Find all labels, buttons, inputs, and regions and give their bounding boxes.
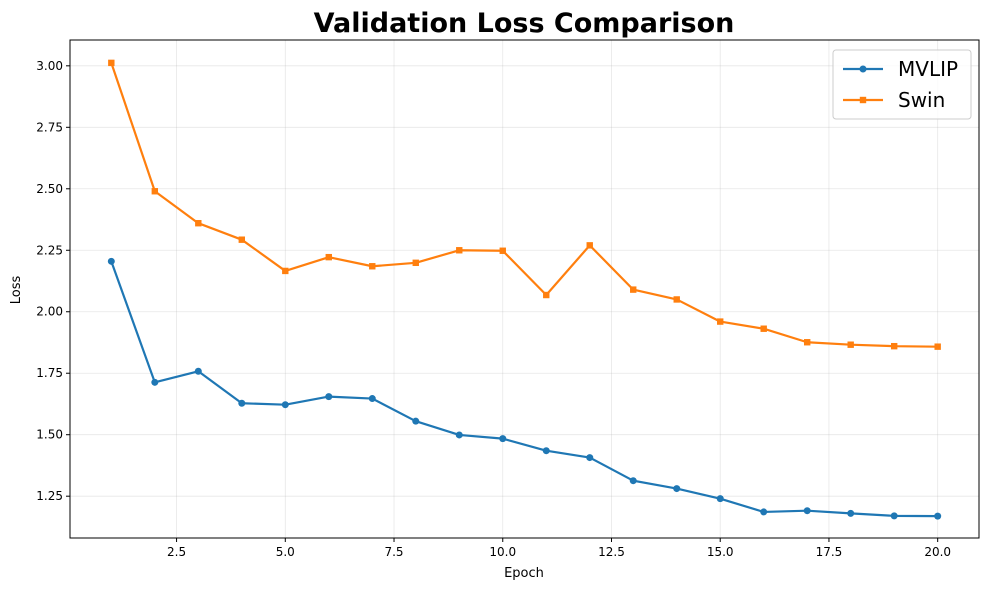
- data-point: [890, 512, 898, 520]
- data-point: [282, 267, 289, 275]
- x-tick-label: 20.0: [924, 545, 951, 559]
- data-point: [412, 259, 419, 267]
- grid: [70, 40, 979, 538]
- legend-entry-swin: Swin: [843, 88, 945, 112]
- data-point: [456, 247, 463, 254]
- data-point: [369, 263, 376, 270]
- data-point: [804, 339, 811, 346]
- plot-area-frame: [69, 39, 980, 539]
- axis-ticks: 2.5 5.0 7.5 10.0 12.5 15.0 17.5 20.0 1.25 1.50 1.7…: [36, 59, 951, 559]
- data-point: [673, 485, 681, 493]
- data-point: [803, 507, 811, 515]
- x-axis-label: Epoch: [504, 566, 544, 581]
- series-layer: [107, 59, 942, 520]
- data-point: [890, 342, 898, 350]
- data-point: [847, 341, 854, 348]
- data-point: [717, 318, 724, 325]
- data-point: [238, 236, 245, 243]
- data-point: [499, 247, 506, 254]
- data-point: [281, 401, 289, 409]
- data-point: [368, 395, 376, 403]
- data-point: [716, 495, 724, 503]
- data-point: [586, 242, 593, 249]
- series-mvlip: [107, 257, 942, 520]
- legend-entry-mvlip: MVLIP: [843, 57, 958, 81]
- y-tick-label: 1.75: [36, 366, 63, 380]
- y-tick-label: 1.25: [36, 489, 63, 503]
- x-tick-label: 15.0: [707, 545, 734, 559]
- x-tick-label: 12.5: [598, 545, 625, 559]
- y-tick-label: 2.75: [36, 120, 63, 134]
- y-tick-label: 3.00: [36, 59, 63, 73]
- legend-label: MVLIP: [898, 57, 958, 81]
- data-point: [543, 291, 550, 299]
- x-tick-label: 17.5: [816, 545, 843, 559]
- data-point: [629, 477, 637, 485]
- data-point: [847, 509, 855, 517]
- chart-title: Validation Loss Comparison: [314, 8, 735, 39]
- data-point: [151, 378, 159, 386]
- y-tick-label: 2.50: [36, 182, 63, 196]
- data-point: [325, 253, 332, 261]
- y-tick-label: 2.00: [36, 305, 63, 319]
- series-swin: [108, 59, 941, 350]
- legend-box: [832, 49, 972, 120]
- y-tick-label: 2.25: [36, 243, 63, 257]
- data-point: [455, 431, 463, 439]
- x-tick-label: 5.0: [276, 545, 295, 559]
- legend-marker: [859, 96, 867, 104]
- data-point: [673, 296, 680, 303]
- y-tick-label: 1.50: [36, 428, 63, 442]
- data-point: [630, 286, 637, 293]
- series-line: [110, 62, 938, 348]
- data-point: [499, 435, 507, 443]
- y-axis-label: Loss: [9, 276, 24, 305]
- data-point: [760, 508, 768, 516]
- series-line: [110, 260, 938, 518]
- legend-label: Swin: [898, 88, 945, 112]
- data-point: [412, 417, 420, 425]
- x-tick-label: 10.0: [489, 545, 516, 559]
- data-point: [934, 512, 942, 520]
- data-point: [151, 188, 159, 195]
- data-point: [325, 393, 333, 401]
- data-point: [760, 325, 767, 332]
- x-tick-label: 7.5: [384, 545, 403, 559]
- data-point: [194, 367, 202, 375]
- legend: MVLIP Swin: [832, 49, 972, 120]
- data-point: [934, 343, 941, 350]
- data-point: [107, 257, 115, 265]
- legend-marker: [859, 65, 867, 73]
- data-point: [542, 447, 550, 455]
- x-tick-label: 2.5: [167, 545, 186, 559]
- data-point: [238, 399, 246, 407]
- data-point: [586, 454, 594, 462]
- data-point: [108, 59, 115, 67]
- data-point: [195, 220, 202, 227]
